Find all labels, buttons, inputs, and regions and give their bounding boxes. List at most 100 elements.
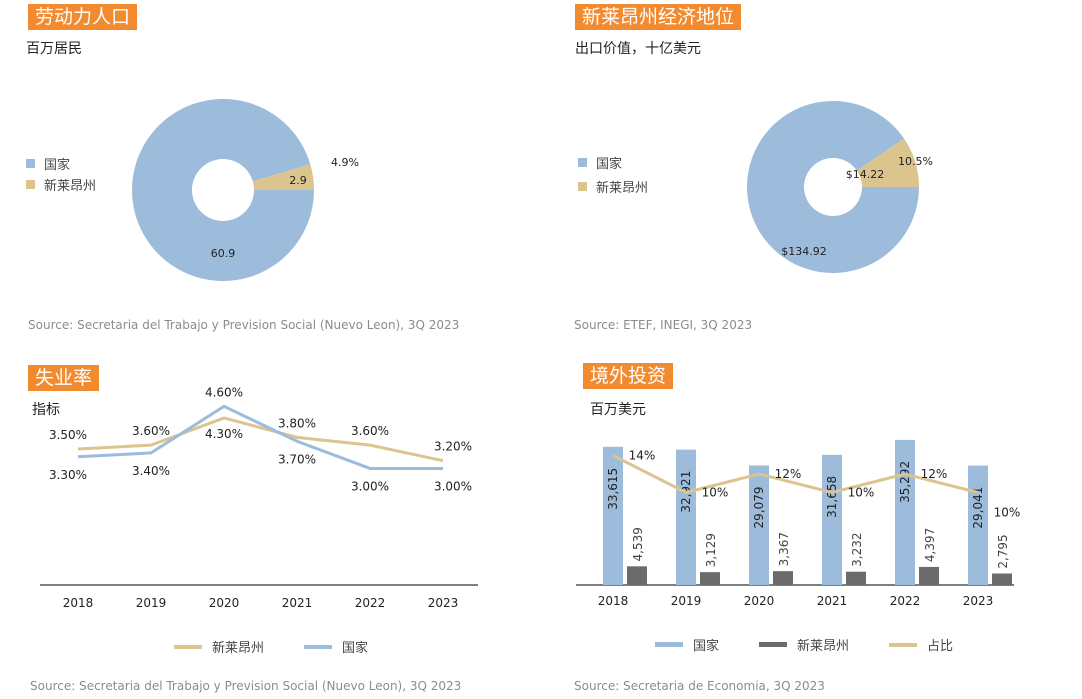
legend-line-country — [304, 644, 333, 649]
fdi-subtitle: 百万美元 — [590, 402, 646, 418]
slice-nl — [252, 164, 314, 190]
bar-country — [749, 465, 769, 585]
data-label-nl: 3.60% — [132, 424, 170, 438]
legend-item-nl: 新莱昂州 — [26, 174, 96, 195]
labor-donut-chart: 60.9 2.9 4.9% — [132, 98, 359, 281]
bar-label-nl: 4,539 — [631, 527, 645, 561]
legend-swatch-country — [26, 159, 35, 168]
econ-title: 新莱昂州经济地位 — [575, 4, 742, 30]
legend-line-share — [889, 642, 918, 647]
data-label-nl: 4.30% — [205, 427, 243, 441]
slice-country — [132, 98, 314, 281]
legend-bar-nl — [759, 642, 788, 647]
legend-item-nl: 新莱昂州 — [759, 635, 849, 654]
data-label-country: 3.00% — [434, 479, 472, 493]
legend-item-share: 占比 — [889, 635, 953, 654]
legend-item-nl: 新莱昂州 — [578, 176, 648, 197]
slice-nl — [856, 138, 919, 187]
bar-country — [968, 465, 988, 585]
slice-label-country: $134.92 — [781, 245, 827, 258]
slice-label-nl: 2.9 — [289, 174, 307, 187]
x-tick-label: 2020 — [209, 596, 240, 610]
x-tick-label: 2023 — [428, 596, 459, 610]
legend-swatch-country — [578, 158, 587, 167]
data-label-share: 12% — [921, 467, 948, 481]
legend-item-country: 国家 — [304, 637, 368, 656]
labor-panel: 劳动力人口 百万居民 国家 新莱昂州 60.9 2.9 4.9% Source: S… — [0, 0, 541, 340]
bar-nl — [992, 573, 1012, 585]
legend-swatch-nl — [26, 180, 35, 189]
legend-item-nl: 新莱昂州 — [174, 637, 264, 656]
labor-title: 劳动力人口 — [28, 4, 138, 30]
legend-line-nl — [174, 644, 202, 649]
legend-item-country: 国家 — [578, 152, 648, 173]
data-label-nl: 3.20% — [434, 440, 472, 454]
fdi-title: 境外投资 — [583, 363, 674, 389]
econ-donut-chart: $134.92 $14.22 10.5% — [747, 100, 933, 274]
series-line-nl — [77, 416, 444, 463]
fdi-panel: 境外投资 百万美元 33,615 4,539 2018 32,921 3,129 2019… — [541, 345, 1082, 699]
share-label: 4.9% — [331, 156, 359, 169]
series-line-share — [612, 454, 979, 495]
slice-label-country: 60.9 — [211, 247, 236, 260]
data-label-share: 14% — [629, 449, 656, 463]
legend-bar-country — [655, 642, 683, 647]
data-label-country: 3.70% — [278, 452, 316, 466]
data-label-share: 10% — [994, 506, 1021, 520]
legend-item-country: 国家 — [26, 153, 96, 174]
unemp-line-chart: 2018 2019 2020 2021 2022 2023 3.50% 3.60% 4.30% 3… — [40, 385, 478, 610]
data-label-country: 3.30% — [49, 468, 87, 482]
data-label-share: 12% — [775, 467, 802, 481]
unemp-source: Source: Secretaria del Trabajo y Previsi… — [30, 679, 462, 693]
data-label-country: 4.60% — [205, 385, 243, 399]
bar-nl — [846, 571, 866, 585]
x-tick-label: 2022 — [890, 594, 921, 608]
econ-legend: 国家 新莱昂州 — [578, 152, 648, 197]
slice-label-nl: $14.22 — [846, 168, 885, 181]
legend-item-country: 国家 — [655, 635, 719, 654]
slice-country — [747, 100, 919, 274]
x-tick-label: 2018 — [63, 596, 94, 610]
x-tick-label: 2021 — [817, 594, 848, 608]
labor-subtitle: 百万居民 — [26, 41, 82, 57]
x-tick-label: 2020 — [744, 594, 775, 608]
bar-label-country: 35,292 — [898, 461, 912, 503]
bar-nl — [627, 566, 647, 585]
x-tick-label: 2019 — [671, 594, 702, 608]
bar-label-country: 29,041 — [971, 487, 985, 529]
x-tick-label: 2021 — [282, 596, 313, 610]
x-tick-label: 2022 — [355, 596, 386, 610]
econ-panel: 新莱昂州经济地位 出口价值，十亿美元 国家 新莱昂州 $134.92 $14.22… — [541, 0, 1082, 340]
data-label-nl: 3.50% — [49, 428, 87, 442]
bar-label-country: 29,079 — [752, 486, 766, 528]
unemp-panel: 失业率 指标 2018 2019 2020 2021 2022 2023 3.50% 3.60… — [0, 345, 541, 699]
bar-label-country: 33,615 — [606, 468, 620, 510]
x-tick-label: 2018 — [598, 594, 629, 608]
fdi-bar-chart: 33,6154,539201832,9213,129201929,0793,36… — [576, 439, 1021, 608]
series-line-country — [77, 404, 443, 470]
bar-country — [603, 446, 623, 585]
data-label-country: 3.40% — [132, 464, 170, 478]
x-tick-label: 2019 — [136, 596, 167, 610]
econ-subtitle: 出口价值，十亿美元 — [575, 41, 701, 57]
unemp-legend: 新莱昂州 国家 — [174, 637, 408, 656]
data-label-country: 3.00% — [351, 479, 389, 493]
econ-source: Source: ETEF, INEGI, 3Q 2023 — [574, 318, 753, 332]
bar-label-nl: 2,795 — [996, 534, 1010, 568]
share-label: 10.5% — [898, 155, 933, 168]
legend-swatch-nl — [578, 182, 587, 191]
x-tick-label: 2023 — [963, 594, 994, 608]
bar-label-nl: 3,367 — [777, 532, 791, 566]
fdi-source: Source: Secretaria de Economia, 3Q 2023 — [574, 679, 825, 693]
bar-country — [822, 454, 842, 585]
bar-label-nl: 3,129 — [704, 533, 718, 567]
fdi-legend: 国家 新莱昂州 占比 — [655, 635, 993, 654]
data-label-nl: 3.60% — [351, 424, 389, 438]
data-label-share: 10% — [848, 486, 875, 500]
bar-label-nl: 4,397 — [923, 528, 937, 562]
data-label-share: 10% — [702, 486, 729, 500]
bar-label-country: 31,658 — [825, 476, 839, 518]
bar-nl — [773, 571, 793, 585]
bar-nl — [919, 566, 939, 585]
bar-nl — [700, 572, 720, 585]
